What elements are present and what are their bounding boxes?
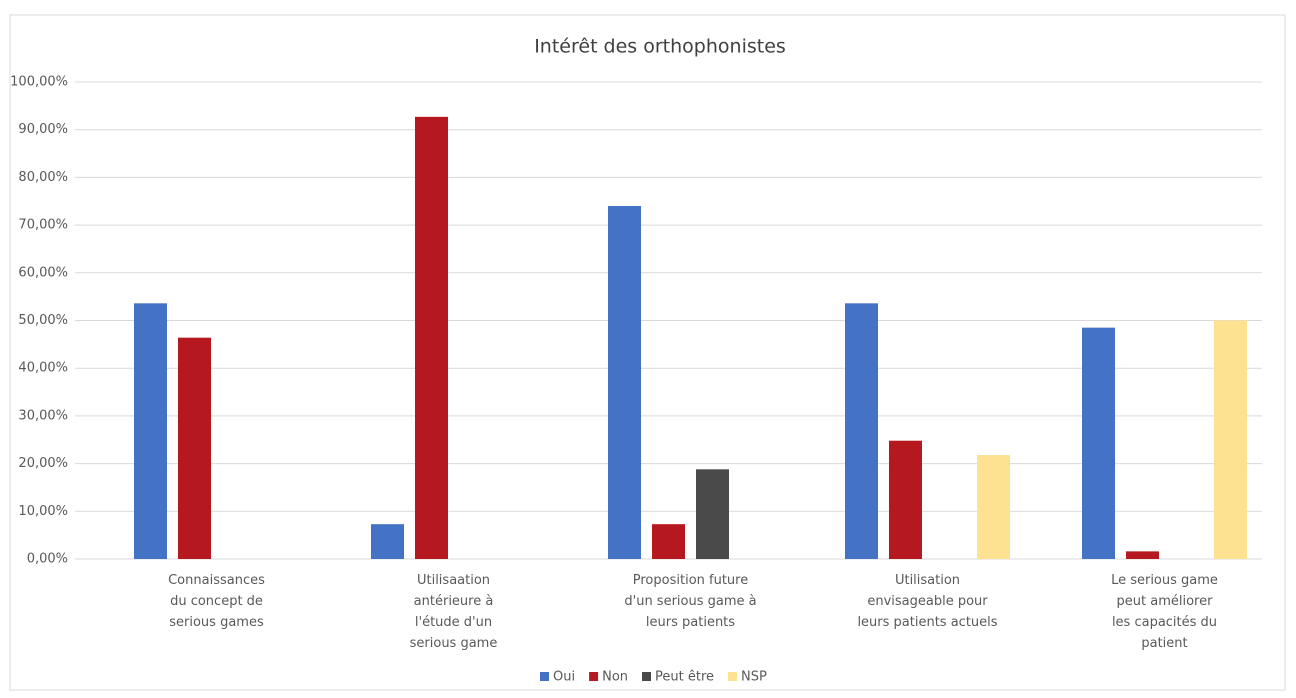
y-tick-label: 30,00%: [18, 408, 68, 423]
y-tick-label: 20,00%: [18, 456, 68, 471]
y-tick-label: 100,00%: [10, 75, 68, 90]
legend-swatch: [642, 672, 652, 681]
y-tick-label: 40,00%: [18, 361, 68, 376]
legend-label: Oui: [553, 670, 575, 685]
legend-label: Non: [602, 670, 628, 685]
bar: [134, 303, 167, 559]
x-tick-label: Proposition future d'un serious game à leu…: [624, 573, 756, 630]
bar: [371, 524, 404, 559]
legend-swatch: [728, 672, 738, 681]
legend-swatch: [589, 672, 599, 681]
bar: [1126, 551, 1159, 559]
y-tick-label: 70,00%: [18, 218, 68, 233]
bar: [608, 206, 641, 559]
x-tick-label: Le serious game peut améliorer les capacit…: [1111, 573, 1218, 651]
chart-frame: [9, 14, 1286, 691]
y-tick-label: 60,00%: [18, 265, 68, 280]
bar: [652, 524, 685, 559]
y-tick-label: 0,00%: [27, 552, 68, 567]
y-tick-label: 10,00%: [18, 504, 68, 519]
x-tick-label: Utilisaation antérieure à l'étude d'un seri…: [410, 573, 498, 651]
bar: [1082, 327, 1115, 559]
y-tick-label: 80,00%: [18, 170, 68, 185]
bar: [1214, 320, 1247, 559]
legend-label: NSP: [741, 670, 767, 685]
y-tick-label: 50,00%: [18, 313, 68, 328]
bar: [178, 337, 211, 559]
bar: [889, 440, 922, 559]
chart-title: Intérêt des orthophonistes: [534, 36, 786, 58]
legend-label: Peut être: [655, 670, 714, 685]
x-tick-label: Utilisation envisageable pour leurs patien…: [857, 573, 997, 630]
x-tick-label: Connaissances du concept de serious games: [168, 573, 265, 630]
legend-swatch: [540, 672, 549, 681]
bar: [845, 303, 878, 559]
bar: [696, 469, 729, 559]
bar: [415, 116, 448, 560]
y-tick-label: 90,00%: [18, 122, 68, 137]
bar: [977, 455, 1010, 559]
